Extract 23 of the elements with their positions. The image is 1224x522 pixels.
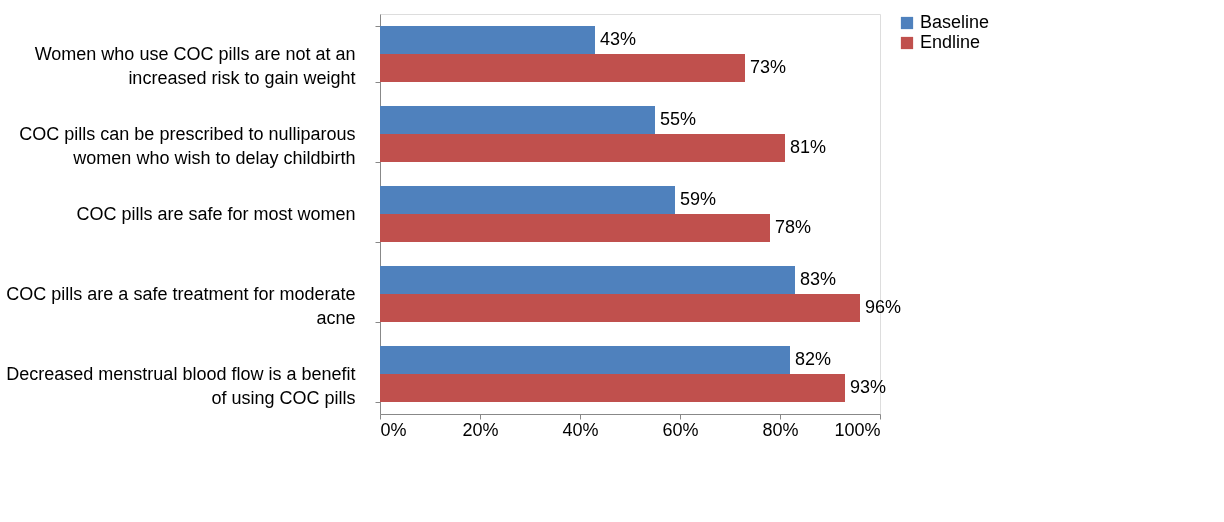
data-label: 55% — [660, 109, 697, 129]
x-tick-label: 100% — [834, 419, 881, 440]
y-tick-label: Decreased menstrual blood flow is a benefit of using COC pills — [6, 363, 356, 408]
data-label: 59% — [680, 189, 717, 209]
y-tick-label: COC pills are a safe treatment for moderate acne — [6, 283, 356, 328]
legend-label: Baseline — [920, 12, 990, 32]
data-label: 93% — [850, 377, 887, 397]
legend-label: Endline — [920, 32, 981, 52]
x-tick-label: 80% — [762, 419, 799, 440]
data-label: 43% — [600, 29, 637, 49]
x-tick-label: 60% — [662, 419, 699, 440]
y-tick-label: Women who use COC pills are not at an increased risk to gain weight — [34, 43, 356, 88]
data-label: 81% — [790, 137, 827, 157]
data-label: 78% — [775, 217, 812, 237]
x-tick-label: 0% — [380, 419, 407, 440]
data-label: 83% — [800, 269, 837, 289]
y-tick-label: COC pills can be prescribed to nulliparous women who wish to delay childbirth — [19, 123, 356, 168]
x-tick-label: 40% — [562, 419, 599, 440]
data-label: 96% — [865, 297, 902, 317]
data-label: 73% — [750, 57, 787, 77]
data-label: 82% — [795, 349, 832, 369]
y-tick-label: COC pills are safe for most women — [76, 203, 356, 224]
x-tick-label: 20% — [462, 419, 499, 440]
